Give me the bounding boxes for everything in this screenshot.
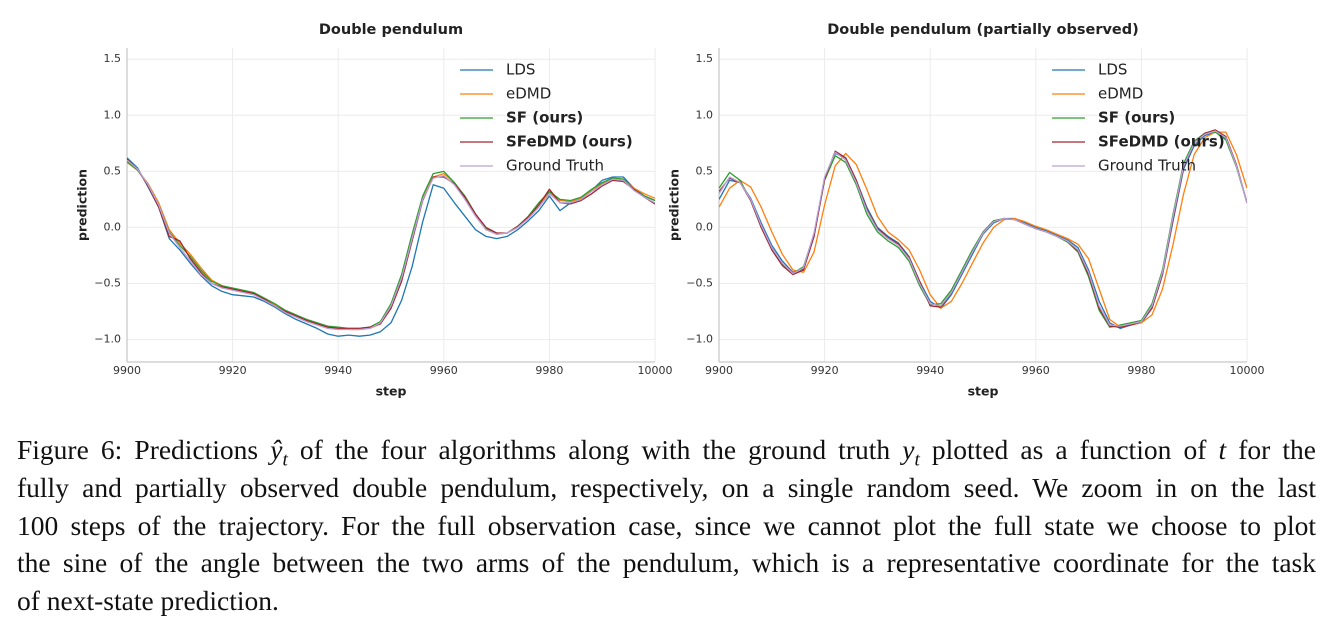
series-line (719, 130, 1247, 327)
y-tick-label: 1.0 (104, 108, 122, 121)
x-tick-label: 9960 (1022, 364, 1050, 377)
plot-area (127, 48, 655, 362)
legend-label: eDMD (506, 85, 551, 103)
math-symbol: t (1218, 434, 1227, 465)
caption-line: of next-state prediction. (17, 582, 1316, 620)
y-tick-label: −0.5 (686, 277, 713, 290)
caption-text: fully and partially observed double pend… (17, 471, 1316, 503)
legend-label: SFeDMD (ours) (506, 133, 633, 151)
legend-label: eDMD (1098, 85, 1143, 103)
caption-text: of the four algorithms along with the gr… (287, 434, 903, 465)
legend-label: LDS (506, 61, 535, 79)
caption-math: t (1218, 434, 1226, 465)
figure: −1.0 −0.5 0.0 0.5 1.0 1.5 9900 9920 9940 9960 9980… (75, 22, 1265, 399)
x-tick-label: 9980 (1127, 364, 1155, 377)
y-tick-label: 1.0 (696, 108, 714, 121)
caption-text: for the (1226, 434, 1316, 465)
x-tick-label: 9940 (916, 364, 944, 377)
legend-label: SF (ours) (1098, 109, 1175, 127)
legend-label: Ground Truth (1098, 157, 1196, 175)
chart-title: Double pendulum (partially observed) (827, 22, 1139, 38)
caption-math: ŷt (270, 434, 288, 469)
x-tick-label: 9960 (430, 364, 458, 377)
caption-text: plotted as a function of (919, 434, 1219, 465)
caption-line: the sine of the angle between the two ar… (17, 544, 1316, 582)
caption-text: Figure 6: Predictions (17, 434, 271, 465)
y-tick-label: 0.5 (696, 164, 714, 177)
caption-text: 100 steps of the trajectory. For the ful… (17, 509, 1316, 541)
x-tick-label: 9940 (324, 364, 352, 377)
y-axis-label: prediction (667, 169, 682, 241)
legend-label: LDS (1098, 61, 1127, 79)
plot-area (719, 48, 1247, 362)
caption-text: the sine of the angle between the two ar… (17, 547, 1316, 579)
caption-text: of next-state prediction. (17, 585, 279, 617)
x-tick-label: 10000 (638, 364, 673, 377)
chart-title: Double pendulum (319, 22, 463, 38)
caption-line: fully and partially observed double pend… (17, 469, 1316, 507)
series-line (719, 131, 1247, 328)
x-axis-label: step (376, 384, 407, 399)
math-symbol: ŷ (270, 434, 283, 465)
y-axis-label: prediction (75, 169, 90, 241)
x-tick-label: 9920 (219, 364, 247, 377)
series-line (127, 160, 655, 330)
caption: Figure 6: Predictions ŷt of the four alg… (17, 431, 1316, 620)
caption-line: 100 steps of the trajectory. For the ful… (17, 507, 1316, 545)
x-axis-label: step (968, 384, 999, 399)
legend-label: Ground Truth (506, 157, 604, 175)
y-tick-label: −1.0 (94, 333, 121, 346)
math-subscript: t (282, 449, 288, 469)
y-tick-label: 1.5 (104, 52, 122, 65)
series-line (127, 157, 655, 337)
x-tick-label: 10000 (1230, 364, 1265, 377)
math-symbol: y (902, 434, 915, 465)
y-tick-label: −1.0 (686, 333, 713, 346)
x-tick-label: 9900 (113, 364, 141, 377)
x-tick-label: 9900 (705, 364, 733, 377)
math-subscript: t (914, 449, 920, 469)
x-tick-label: 9980 (535, 364, 563, 377)
y-tick-label: 1.5 (696, 52, 714, 65)
caption-line: Figure 6: Predictions ŷt of the four alg… (17, 431, 1316, 469)
y-tick-label: 0.0 (696, 220, 714, 233)
y-tick-label: 0.5 (104, 164, 122, 177)
legend-label: SF (ours) (506, 109, 583, 127)
legend-label: SFeDMD (ours) (1098, 133, 1225, 151)
y-tick-label: −0.5 (94, 277, 121, 290)
y-tick-label: 0.0 (104, 220, 122, 233)
x-tick-label: 9920 (811, 364, 839, 377)
caption-math: yt (902, 434, 920, 469)
series-line (127, 159, 655, 331)
